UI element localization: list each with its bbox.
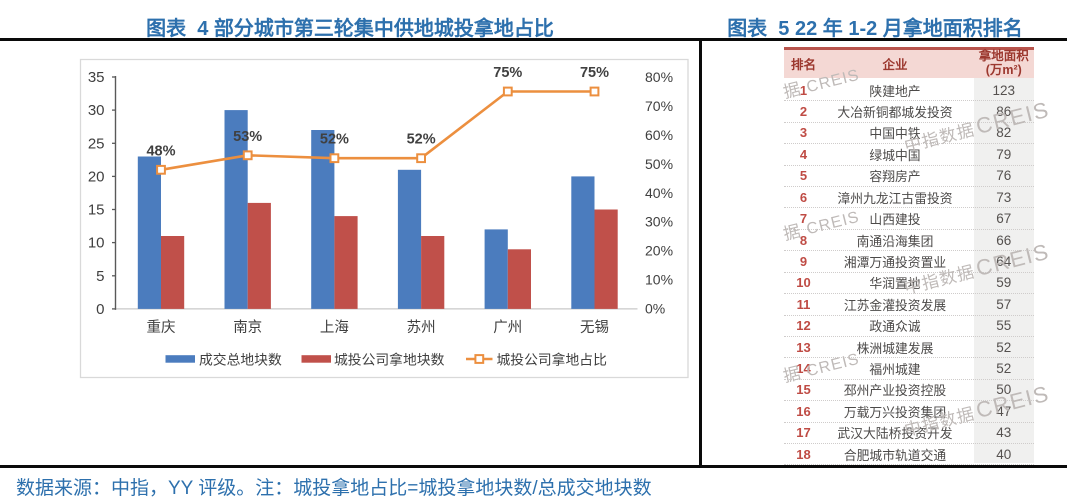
svg-text:70%: 70% bbox=[645, 98, 673, 114]
svg-text:城投公司拿地块数: 城投公司拿地块数 bbox=[334, 352, 445, 368]
svg-text:30%: 30% bbox=[645, 214, 673, 230]
svg-text:10: 10 bbox=[88, 235, 105, 252]
svg-text:75%: 75% bbox=[493, 65, 522, 81]
svg-text:0%: 0% bbox=[645, 301, 665, 317]
svg-text:15: 15 bbox=[88, 202, 105, 219]
svg-text:20: 20 bbox=[88, 168, 105, 185]
svg-text:城投公司拿地占比: 城投公司拿地占比 bbox=[497, 352, 607, 368]
svg-text:重庆: 重庆 bbox=[147, 319, 176, 336]
svg-text:5: 5 bbox=[96, 268, 104, 285]
svg-text:南京: 南京 bbox=[233, 319, 262, 336]
svg-text:80%: 80% bbox=[645, 69, 673, 85]
svg-text:30: 30 bbox=[88, 102, 105, 119]
svg-text:苏州: 苏州 bbox=[407, 319, 436, 336]
svg-text:52%: 52% bbox=[320, 132, 349, 148]
svg-text:52%: 52% bbox=[407, 132, 436, 148]
svg-text:40%: 40% bbox=[645, 185, 673, 201]
svg-text:25: 25 bbox=[88, 135, 105, 152]
svg-text:上海: 上海 bbox=[320, 319, 349, 336]
svg-text:成交总地块数: 成交总地块数 bbox=[199, 352, 282, 368]
svg-text:75%: 75% bbox=[580, 65, 609, 81]
svg-text:35: 35 bbox=[88, 69, 105, 86]
svg-text:广州: 广州 bbox=[493, 319, 522, 336]
svg-text:0: 0 bbox=[96, 301, 104, 318]
svg-text:50%: 50% bbox=[645, 156, 673, 172]
svg-text:20%: 20% bbox=[645, 243, 673, 259]
svg-text:无锡: 无锡 bbox=[580, 319, 609, 336]
svg-text:10%: 10% bbox=[645, 272, 673, 288]
svg-text:48%: 48% bbox=[146, 143, 175, 159]
svg-text:53%: 53% bbox=[233, 129, 262, 145]
svg-text:60%: 60% bbox=[645, 127, 673, 143]
